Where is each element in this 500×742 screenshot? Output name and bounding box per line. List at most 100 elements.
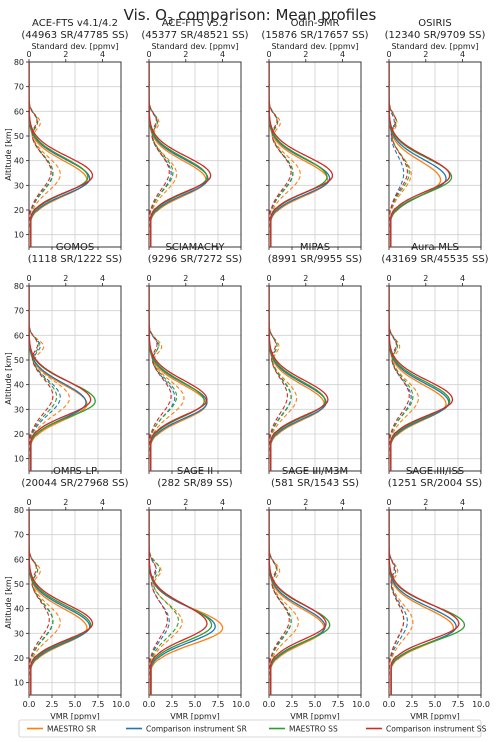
top-x-axis-label: Standard dev. [ppmv]	[391, 42, 478, 51]
panel-title: ACE-FTS v4.1/4.2	[32, 18, 118, 29]
y-tick-label: 10	[14, 679, 24, 688]
panel-title: SAGE III/ISS	[406, 466, 464, 477]
series-std-ms	[269, 286, 298, 471]
plot-area	[149, 286, 208, 471]
x-axis-label: VMR [ppmv]	[50, 712, 99, 721]
x-tick-label: 0.0	[383, 700, 396, 709]
y-tick-label: 20	[14, 206, 24, 215]
top-x-tick-label: 0	[146, 50, 151, 59]
panel-title: ACE-FTS v5.2	[162, 18, 229, 29]
series-std-ca	[389, 62, 408, 247]
y-tick-label: 10	[14, 455, 24, 464]
legend-label: Comparison instrument SR	[146, 725, 247, 734]
x-tick-label: 0.0	[23, 700, 36, 709]
plot-area	[149, 62, 212, 247]
top-x-axis-label: Standard dev. [ppmv]	[151, 42, 238, 51]
plot-area	[269, 62, 334, 247]
x-tick-label: 10.0	[112, 700, 130, 709]
top-x-tick-label: 4	[340, 498, 345, 507]
panel-counts: (581 SR/1543 SS)	[271, 478, 359, 489]
series-mean-ca	[29, 62, 94, 247]
panel-counts: (282 SR/89 SS)	[157, 478, 232, 489]
series-std-cs	[149, 286, 176, 471]
top-x-tick-label: 2	[63, 498, 68, 507]
x-axis-label: VMR [ppmv]	[170, 712, 219, 721]
x-tick-label: 2.5	[166, 700, 179, 709]
top-x-tick-label: 4	[220, 498, 225, 507]
top-x-tick-label: 2	[303, 498, 308, 507]
y-tick-label: 80	[14, 506, 24, 515]
series-std-ms	[269, 510, 299, 695]
top-x-tick-label: 2	[183, 498, 188, 507]
plot-area	[389, 286, 454, 471]
top-x-tick-label: 0	[266, 50, 271, 59]
panel-counts: (9296 SR/7272 SS)	[148, 254, 243, 265]
top-x-tick-label: 0	[26, 50, 31, 59]
x-tick-label: 7.5	[212, 700, 225, 709]
top-x-tick-label: 4	[340, 274, 345, 283]
panel-title: SAGE III/M3M	[282, 466, 348, 477]
panel-sage-iii-iss: SAGE III/ISS(1251 SR/2004 SS) 0 2 4 0.0 2.5 5.…	[383, 466, 490, 721]
top-x-tick-label: 0	[146, 498, 151, 507]
x-tick-label: 0.0	[263, 700, 276, 709]
top-x-tick-label: 0	[26, 274, 31, 283]
x-tick-label: 7.5	[452, 700, 465, 709]
x-axis-label: VMR [ppmv]	[410, 712, 459, 721]
top-x-tick-label: 2	[183, 50, 188, 59]
panel-sage-ii: SAGE II(282 SR/89 SS) 0 2 4 0.0 2.5 5.0 7.5 10.0…	[143, 466, 250, 721]
panel-ace-fts-v4-1-4-2: ACE-FTS v4.1/4.2(44963 SR/47785 SS)10203…	[4, 18, 129, 250]
plot-area	[29, 62, 94, 247]
series-mean-ca	[269, 62, 334, 247]
top-x-tick-label: 2	[423, 498, 428, 507]
x-tick-label: 0.0	[143, 700, 156, 709]
panel-title: Aura-MLS	[411, 242, 459, 253]
x-tick-label: 10.0	[472, 700, 490, 709]
x-tick-label: 7.5	[332, 700, 345, 709]
panel-omps-lp: OMPS-LP(20044 SR/27968 SS)10203040506070…	[4, 466, 130, 721]
series-std-ca	[269, 62, 292, 247]
series-mean-cs	[29, 62, 91, 247]
plot-area	[269, 510, 331, 695]
top-x-tick-label: 4	[100, 498, 105, 507]
panel-counts: (45377 SR/48521 SS)	[141, 30, 248, 41]
y-tick-label: 40	[14, 157, 24, 166]
panel-title: OMPS-LP	[53, 466, 97, 477]
x-tick-label: 10.0	[232, 700, 250, 709]
plot-area	[149, 510, 224, 695]
top-x-tick-label: 2	[303, 50, 308, 59]
legend-label: Comparison instrument SS	[386, 725, 487, 734]
panel-counts: (12340 SR/9709 SS)	[385, 30, 486, 41]
panel-counts: (43169 SR/45535 SS)	[381, 254, 488, 265]
y-tick-label: 60	[14, 107, 24, 116]
series-std-ma	[149, 510, 179, 695]
plot-area	[29, 286, 96, 471]
series-mean-cs	[269, 62, 331, 247]
x-tick-label: 10.0	[352, 700, 370, 709]
x-tick-label: 2.5	[406, 700, 419, 709]
y-tick-label: 40	[14, 381, 24, 390]
series-std-ca	[269, 510, 290, 695]
panel-title: OSIRIS	[418, 18, 451, 29]
x-axis-label: VMR [ppmv]	[290, 712, 339, 721]
series-std-ms	[29, 286, 71, 471]
series-mean-ca	[149, 286, 208, 471]
y-tick-label: 10	[14, 231, 24, 240]
top-x-tick-label: 0	[26, 498, 31, 507]
y-tick-label: 40	[14, 605, 24, 614]
y-tick-label: 20	[14, 430, 24, 439]
top-x-tick-label: 2	[303, 274, 308, 283]
panel-aura-mls: Aura-MLS(43169 SR/45535 SS) 0 2 4	[381, 242, 489, 474]
panel-title: MIPAS	[300, 242, 330, 253]
x-tick-label: 2.5	[46, 700, 59, 709]
top-x-tick-label: 2	[423, 274, 428, 283]
y-axis-label: Altitude [km]	[4, 576, 13, 628]
top-x-tick-label: 2	[63, 50, 68, 59]
series-std-ms	[149, 62, 178, 247]
legend: MAESTRO SR Comparison instrument SR MAESTR…	[18, 719, 487, 738]
y-tick-label: 70	[14, 531, 24, 540]
series-std-ms	[149, 286, 185, 471]
top-x-tick-label: 0	[266, 274, 271, 283]
top-x-tick-label: 4	[220, 274, 225, 283]
